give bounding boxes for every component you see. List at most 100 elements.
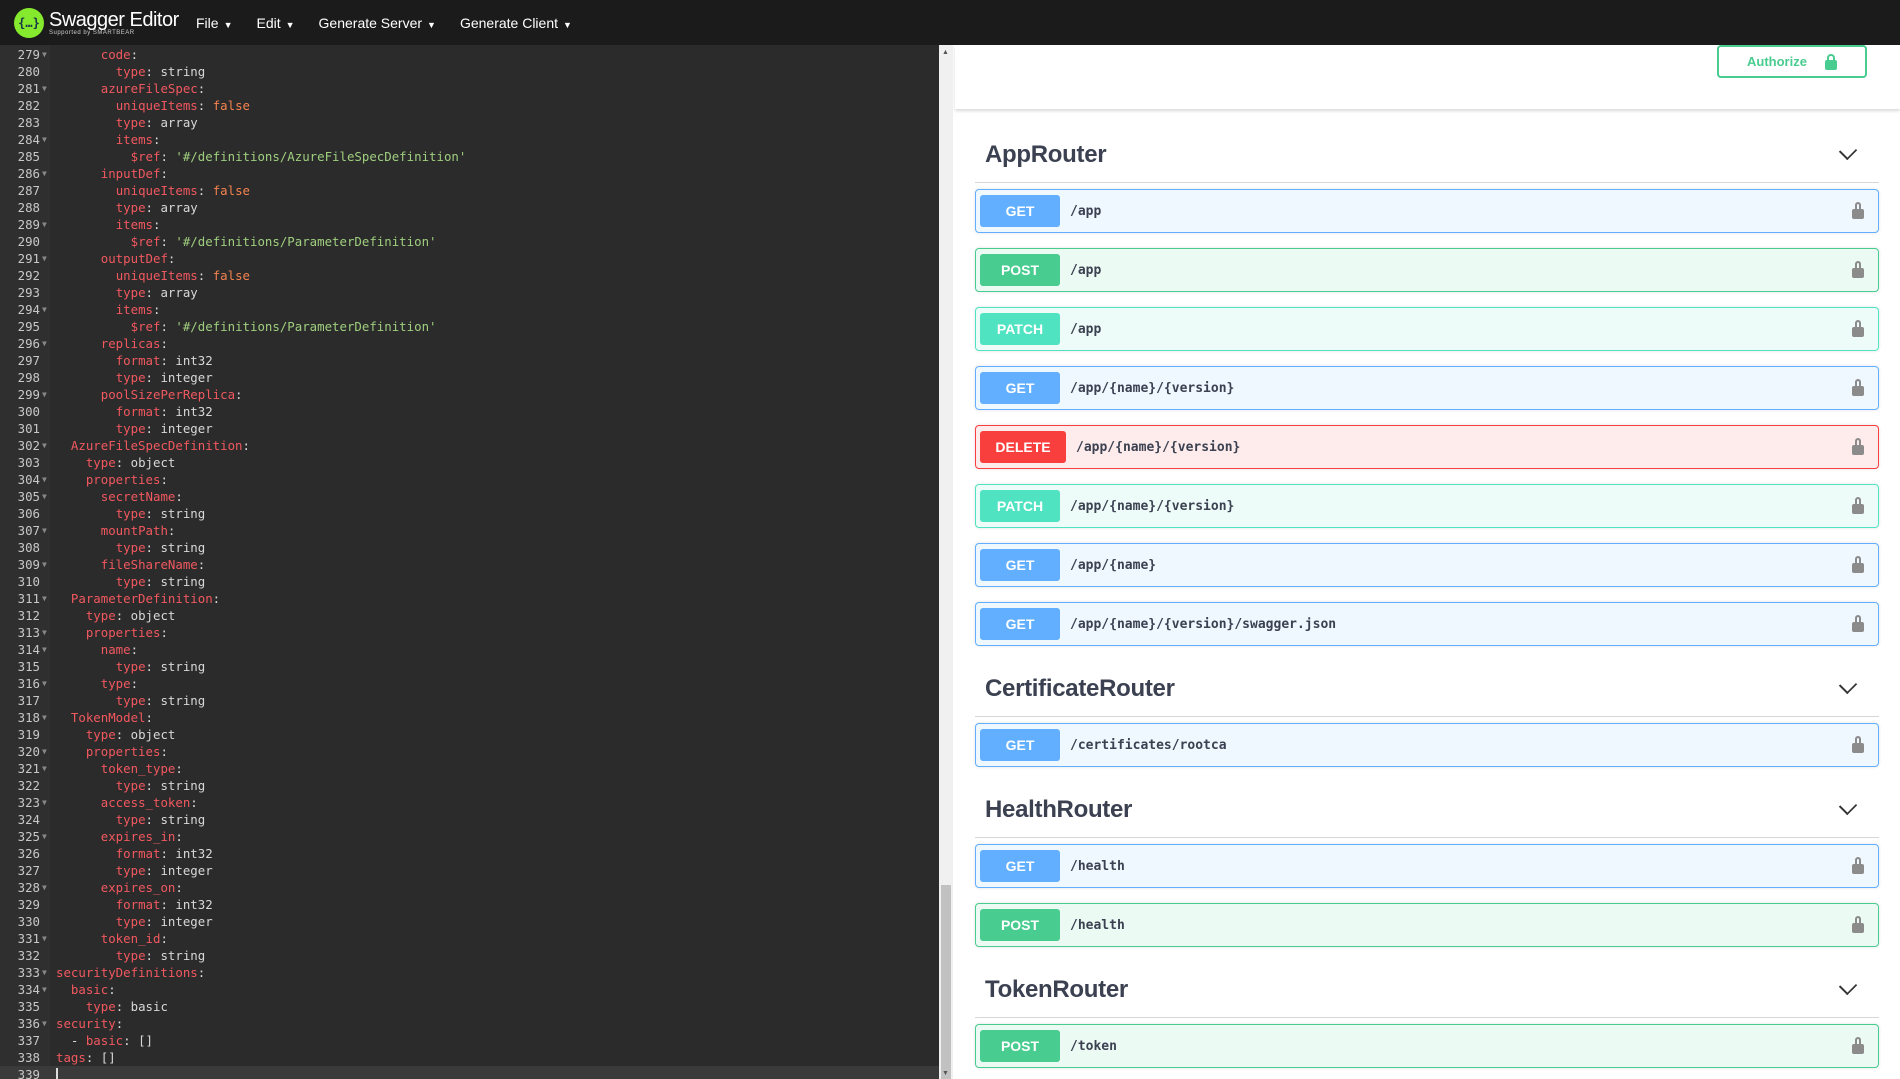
code-line[interactable]: 326 format: int32 — [0, 845, 939, 862]
fold-toggle-icon[interactable]: ▼ — [42, 475, 47, 484]
yaml-editor[interactable]: 279 ▼ code: 280 type: string 281 ▼ azureFile… — [0, 45, 939, 1079]
operation-post[interactable]: POST/app — [975, 248, 1879, 292]
code-line[interactable]: 324 type: string — [0, 811, 939, 828]
code-line[interactable]: 318 ▼ TokenModel: — [0, 709, 939, 726]
fold-toggle-icon[interactable]: ▼ — [42, 339, 47, 348]
operation-get[interactable]: GET/health — [975, 844, 1879, 888]
fold-toggle-icon[interactable]: ▼ — [42, 985, 47, 994]
fold-toggle-icon[interactable]: ▼ — [42, 526, 47, 535]
fold-toggle-icon[interactable]: ▼ — [42, 50, 47, 59]
fold-toggle-icon[interactable]: ▼ — [42, 934, 47, 943]
code-line[interactable]: 308 type: string — [0, 539, 939, 556]
code-line[interactable]: 292 uniqueItems: false — [0, 267, 939, 284]
code-line[interactable]: 321 ▼ token_type: — [0, 760, 939, 777]
swagger-logo[interactable]: {…} Swagger Editor Supported by SMARTBEA… — [14, 7, 196, 38]
code-line[interactable]: 336 ▼ security: — [0, 1015, 939, 1032]
fold-toggle-icon[interactable]: ▼ — [42, 832, 47, 841]
operation-get[interactable]: GET/app/{name}/{version} — [975, 366, 1879, 410]
menu-edit[interactable]: Edit ▼ — [256, 15, 294, 31]
code-line[interactable]: 333 ▼ securityDefinitions: — [0, 964, 939, 981]
chevron-down-icon[interactable] — [1838, 675, 1858, 694]
unlocked-lock-icon[interactable] — [1852, 615, 1864, 632]
operation-post[interactable]: POST/health — [975, 903, 1879, 947]
code-line[interactable]: 327 type: integer — [0, 862, 939, 879]
operation-delete[interactable]: DELETE/app/{name}/{version} — [975, 425, 1879, 469]
unlocked-lock-icon[interactable] — [1852, 202, 1864, 219]
operation-patch[interactable]: PATCH/app — [975, 307, 1879, 351]
code-line[interactable]: 320 ▼ properties: — [0, 743, 939, 760]
code-line[interactable]: 325 ▼ expires_in: — [0, 828, 939, 845]
code-line[interactable]: 279 ▼ code: — [0, 46, 939, 63]
code-line[interactable]: 334 ▼ basic: — [0, 981, 939, 998]
code-line[interactable]: 293 type: array — [0, 284, 939, 301]
code-line[interactable]: 317 type: string — [0, 692, 939, 709]
fold-toggle-icon[interactable]: ▼ — [42, 169, 47, 178]
code-line[interactable]: 280 type: string — [0, 63, 939, 80]
scroll-down-icon[interactable]: ▼ — [942, 1070, 949, 1077]
chevron-down-icon[interactable] — [1838, 976, 1858, 995]
fold-toggle-icon[interactable]: ▼ — [42, 492, 47, 501]
operation-get[interactable]: GET/app/{name} — [975, 543, 1879, 587]
fold-toggle-icon[interactable]: ▼ — [42, 883, 47, 892]
code-line[interactable]: 288 type: array — [0, 199, 939, 216]
code-line[interactable]: 314 ▼ name: — [0, 641, 939, 658]
code-line[interactable]: 311 ▼ ParameterDefinition: — [0, 590, 939, 607]
chevron-down-icon[interactable] — [1838, 141, 1858, 160]
code-line[interactable]: 301 type: integer — [0, 420, 939, 437]
code-line[interactable]: 306 type: string — [0, 505, 939, 522]
code-line[interactable]: 337 - basic: [] — [0, 1032, 939, 1049]
code-line[interactable]: 335 type: basic — [0, 998, 939, 1015]
code-line[interactable]: 298 type: integer — [0, 369, 939, 386]
menu-generate-client[interactable]: Generate Client ▼ — [460, 15, 572, 31]
fold-toggle-icon[interactable]: ▼ — [42, 305, 47, 314]
code-line[interactable]: 307 ▼ mountPath: — [0, 522, 939, 539]
fold-toggle-icon[interactable]: ▼ — [42, 135, 47, 144]
operation-get[interactable]: GET/app/{name}/{version}/swagger.json — [975, 602, 1879, 646]
code-line[interactable]: 331 ▼ token_id: — [0, 930, 939, 947]
fold-toggle-icon[interactable]: ▼ — [42, 747, 47, 756]
code-line[interactable]: 330 type: integer — [0, 913, 939, 930]
code-line[interactable]: 281 ▼ azureFileSpec: — [0, 80, 939, 97]
code-line[interactable]: 295 $ref: '#/definitions/ParameterDefini… — [0, 318, 939, 335]
tag-header[interactable]: HealthRouter — [975, 782, 1879, 838]
operation-get[interactable]: GET/app — [975, 189, 1879, 233]
code-line[interactable]: 304 ▼ properties: — [0, 471, 939, 488]
menu-file[interactable]: File ▼ — [196, 15, 232, 31]
code-line[interactable]: 338 tags: [] — [0, 1049, 939, 1066]
fold-toggle-icon[interactable]: ▼ — [42, 798, 47, 807]
unlocked-lock-icon[interactable] — [1852, 497, 1864, 514]
code-line[interactable]: 302 ▼ AzureFileSpecDefinition: — [0, 437, 939, 454]
code-line[interactable]: 290 $ref: '#/definitions/ParameterDefini… — [0, 233, 939, 250]
unlocked-lock-icon[interactable] — [1852, 261, 1864, 278]
fold-toggle-icon[interactable]: ▼ — [42, 679, 47, 688]
fold-toggle-icon[interactable]: ▼ — [42, 390, 47, 399]
scroll-up-icon[interactable]: ▲ — [942, 49, 949, 56]
unlocked-lock-icon[interactable] — [1852, 438, 1864, 455]
operation-patch[interactable]: PATCH/app/{name}/{version} — [975, 484, 1879, 528]
fold-toggle-icon[interactable]: ▼ — [42, 560, 47, 569]
fold-toggle-icon[interactable]: ▼ — [42, 628, 47, 637]
chevron-down-icon[interactable] — [1838, 796, 1858, 815]
code-line[interactable]: 329 format: int32 — [0, 896, 939, 913]
code-line[interactable]: 300 format: int32 — [0, 403, 939, 420]
code-line[interactable]: 332 type: string — [0, 947, 939, 964]
unlocked-lock-icon[interactable] — [1852, 857, 1864, 874]
code-line[interactable]: 289 ▼ items: — [0, 216, 939, 233]
authorize-button[interactable]: Authorize — [1717, 45, 1867, 78]
code-line[interactable]: 339 — [0, 1066, 939, 1079]
code-line[interactable]: 285 $ref: '#/definitions/AzureFileSpecDe… — [0, 148, 939, 165]
code-line[interactable]: 284 ▼ items: — [0, 131, 939, 148]
code-line[interactable]: 291 ▼ outputDef: — [0, 250, 939, 267]
operation-post[interactable]: POST/token — [975, 1024, 1879, 1068]
code-line[interactable]: 283 type: array — [0, 114, 939, 131]
code-line[interactable]: 296 ▼ replicas: — [0, 335, 939, 352]
code-line[interactable]: 299 ▼ poolSizePerReplica: — [0, 386, 939, 403]
fold-toggle-icon[interactable]: ▼ — [42, 254, 47, 263]
unlocked-lock-icon[interactable] — [1852, 916, 1864, 933]
editor-scrollbar[interactable]: ▲ ▼ — [939, 45, 953, 1079]
code-line[interactable]: 286 ▼ inputDef: — [0, 165, 939, 182]
code-line[interactable]: 316 ▼ type: — [0, 675, 939, 692]
tag-header[interactable]: CertificateRouter — [975, 661, 1879, 717]
code-line[interactable]: 297 format: int32 — [0, 352, 939, 369]
code-line[interactable]: 312 type: object — [0, 607, 939, 624]
